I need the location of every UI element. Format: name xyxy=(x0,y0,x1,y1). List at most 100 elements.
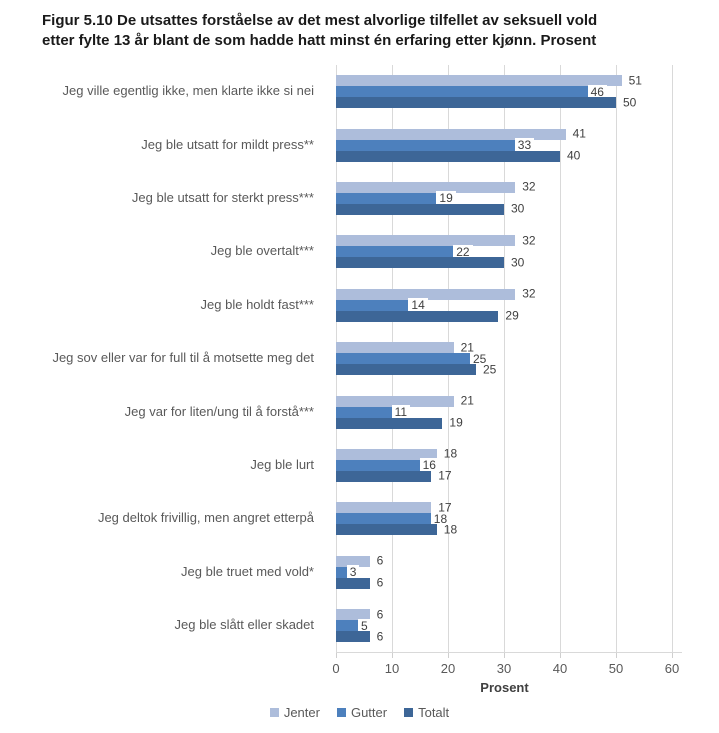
axis-tick xyxy=(672,653,673,659)
value-label: 25 xyxy=(470,351,490,366)
bar-totalt: 19 xyxy=(336,417,463,429)
category-row: Jeg ville egentlig ikke, men klarte ikke… xyxy=(0,65,719,118)
bar-totalt: 18 xyxy=(336,523,457,536)
bar-group: 6 3 6 xyxy=(336,546,719,599)
bar-jenter: 32 xyxy=(336,181,536,193)
category-label: Jeg ble utsatt for sterkt press*** xyxy=(131,190,314,205)
axis-tick-label: 20 xyxy=(440,661,456,677)
value-label: 50 xyxy=(623,95,637,110)
value-label: 6 xyxy=(376,553,384,568)
axis-tick xyxy=(560,653,561,659)
value-label: 46 xyxy=(587,84,607,99)
bar-chart: Jeg ville egentlig ikke, men klarte ikke… xyxy=(0,65,719,720)
value-label: 6 xyxy=(376,575,384,590)
category-label: Jeg ble lurt xyxy=(250,456,314,472)
category-row: Jeg ble holdt fast*** 32 14 29 xyxy=(0,279,719,332)
value-label: 6 xyxy=(376,629,384,644)
value-label: 19 xyxy=(449,415,463,430)
value-label: 18 xyxy=(443,446,458,461)
bar-jenter: 51 xyxy=(336,74,642,87)
legend: Jenter Gutter Totalt xyxy=(0,705,719,720)
category-row: Jeg ble truet med vold* 6 3 6 xyxy=(0,546,719,599)
legend-item-gutter: Gutter xyxy=(336,705,388,721)
value-label: 51 xyxy=(628,73,642,88)
gridline xyxy=(504,65,505,653)
bar-group: 21 11 19 xyxy=(336,385,719,438)
category-label: Jeg ble holdt fast*** xyxy=(200,296,314,312)
category-row: Jeg ble lurt 18 16 17 xyxy=(0,439,719,492)
value-label: 32 xyxy=(522,286,536,301)
value-label: 25 xyxy=(483,362,497,377)
bar-totalt: 25 xyxy=(336,363,496,376)
bar-gutter: 46 xyxy=(336,84,607,99)
value-label: 32 xyxy=(522,233,536,248)
value-label: 33 xyxy=(514,138,535,153)
category-row: Jeg ble slått eller skadet 6 5 6 xyxy=(0,599,719,652)
value-label: 11 xyxy=(391,405,411,420)
bar-jenter: 17 xyxy=(336,501,452,514)
bar-jenter: 32 xyxy=(336,234,536,247)
legend-label: Jenter xyxy=(283,705,320,721)
bar-group: 18 16 17 xyxy=(336,439,719,492)
value-label: 41 xyxy=(572,126,586,141)
category-row: Jeg ble utsatt for mildt press** 41 33 40 xyxy=(0,118,719,171)
legend-label: Gutter xyxy=(350,705,388,721)
legend-item-totalt: Totalt xyxy=(404,705,449,720)
category-row: Jeg var for liten/ung til å forstå*** 21 1… xyxy=(0,385,719,438)
bar-gutter: 18 xyxy=(336,511,451,526)
value-label: 22 xyxy=(453,244,473,259)
legend-swatch xyxy=(336,708,346,718)
bar-jenter: 21 xyxy=(336,341,474,354)
value-label: 18 xyxy=(443,522,458,537)
axis-tick xyxy=(504,653,505,659)
bar-gutter: 33 xyxy=(336,138,535,153)
bar-totalt: 17 xyxy=(336,470,452,482)
bar-group: 32 19 30 xyxy=(336,172,719,225)
bar-jenter: 18 xyxy=(336,448,457,460)
category-label: Jeg ble truet med vold* xyxy=(181,563,314,579)
gridline xyxy=(560,65,561,653)
axis-tick-label: 30 xyxy=(496,661,512,677)
axis-tick-label: 50 xyxy=(608,661,624,677)
value-label: 21 xyxy=(460,340,474,355)
bar-group: 32 14 29 xyxy=(336,279,719,332)
value-label: 18 xyxy=(430,511,451,526)
value-label: 16 xyxy=(419,458,439,473)
bar-gutter: 14 xyxy=(336,298,428,313)
value-label: 29 xyxy=(505,308,519,323)
bar-totalt: 6 xyxy=(336,577,383,589)
figure-title-line2: etter fylte 13 år blant de som hadde hat… xyxy=(42,32,597,49)
bar-gutter: 25 xyxy=(336,351,490,366)
legend-swatch xyxy=(269,708,279,718)
bar-totalt: 40 xyxy=(336,150,580,162)
category-label: Jeg ble slått eller skadet xyxy=(174,617,314,633)
bar-gutter: 5 xyxy=(336,618,371,633)
value-label: 30 xyxy=(511,201,525,216)
bar-rows: Jeg ville egentlig ikke, men klarte ikke… xyxy=(0,65,719,652)
value-label: 32 xyxy=(522,179,536,194)
axis-tick xyxy=(392,653,393,659)
value-label: 17 xyxy=(438,500,452,515)
axis-tick-label: 10 xyxy=(384,661,400,677)
bar-jenter: 6 xyxy=(336,555,383,567)
axis-tick-label: 40 xyxy=(552,661,568,677)
value-label: 6 xyxy=(376,607,384,622)
category-label: Jeg ville egentlig ikke, men klarte ikke… xyxy=(62,83,314,99)
x-axis-title: Prosent xyxy=(480,680,529,696)
value-label: 5 xyxy=(358,618,371,633)
axis-tick xyxy=(448,653,449,659)
bar-jenter: 6 xyxy=(336,608,383,621)
value-label: 21 xyxy=(460,393,474,408)
bar-group: 41 33 40 xyxy=(336,118,719,171)
gridline xyxy=(672,65,673,653)
figure-title: Figur 5.10 De utsattes forståelse av det… xyxy=(0,0,719,51)
value-label: 3 xyxy=(346,565,360,580)
bar-totalt: 30 xyxy=(336,256,524,269)
value-label: 19 xyxy=(436,191,456,206)
bar-totalt: 6 xyxy=(336,630,383,643)
bar-gutter: 19 xyxy=(336,191,456,206)
bar-gutter: 22 xyxy=(336,244,473,259)
bar-group: 51 46 50 xyxy=(336,65,719,118)
